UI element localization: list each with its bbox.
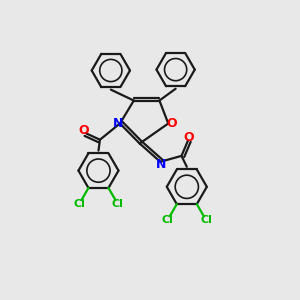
Text: O: O: [166, 117, 176, 130]
Text: N: N: [112, 117, 123, 130]
Text: Cl: Cl: [112, 199, 124, 209]
Text: N: N: [156, 158, 167, 171]
Text: O: O: [184, 131, 194, 144]
Text: Cl: Cl: [200, 215, 212, 225]
Text: Cl: Cl: [74, 199, 85, 209]
Text: O: O: [78, 124, 89, 137]
Text: Cl: Cl: [162, 215, 174, 225]
